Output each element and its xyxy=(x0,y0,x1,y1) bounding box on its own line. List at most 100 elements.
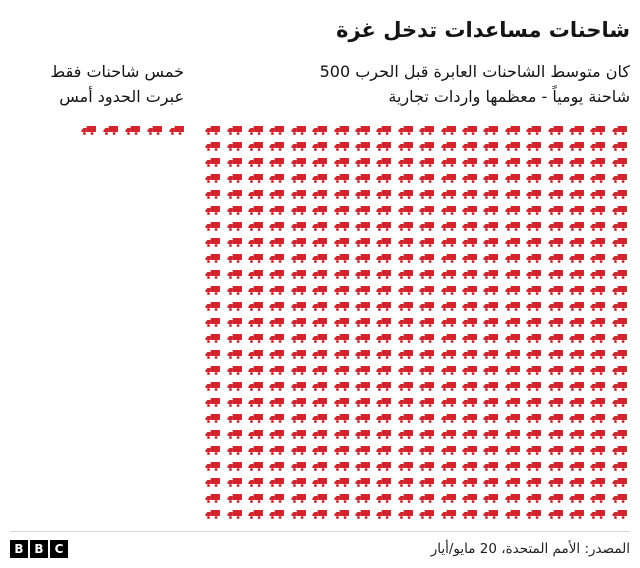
truck-icon xyxy=(548,477,563,488)
chart-columns: كان متوسط الشاحنات العابرة قبل الحرب 500… xyxy=(10,60,630,531)
truck-icon xyxy=(526,285,542,296)
truck-icon xyxy=(612,173,627,184)
truck-icon xyxy=(483,301,499,312)
truck-icon xyxy=(590,141,606,152)
truck-icon xyxy=(334,189,349,200)
truck-icon xyxy=(248,349,264,360)
truck-icon xyxy=(398,301,413,312)
truck-icon xyxy=(548,429,563,440)
truck-icon xyxy=(205,237,221,248)
truck-icon xyxy=(612,125,627,136)
truck-icon xyxy=(483,317,499,328)
truck-icon xyxy=(312,173,328,184)
truck-icon xyxy=(334,509,349,520)
truck-icon xyxy=(419,237,435,248)
truck-icon xyxy=(441,381,456,392)
truck-icon xyxy=(291,221,306,232)
truck-icon xyxy=(548,173,563,184)
truck-icon xyxy=(227,301,242,312)
truck-icon xyxy=(569,461,585,472)
truck-icon xyxy=(248,493,264,504)
truck-icon xyxy=(291,173,306,184)
truck-icon xyxy=(376,333,392,344)
truck-icon xyxy=(462,461,478,472)
truck-icon xyxy=(227,125,242,136)
truck-icon xyxy=(441,445,456,456)
truck-icon xyxy=(398,333,413,344)
truck-icon xyxy=(312,445,328,456)
truck-icon xyxy=(526,493,542,504)
truck-icon xyxy=(462,493,478,504)
truck-icon xyxy=(590,461,606,472)
truck-icon xyxy=(526,189,542,200)
truck-icon xyxy=(334,253,349,264)
truck-icon xyxy=(269,205,285,216)
truck-icon xyxy=(505,493,520,504)
before-war-column: كان متوسط الشاحنات العابرة قبل الحرب 500… xyxy=(202,60,630,520)
truck-icon xyxy=(441,205,456,216)
before-war-label: كان متوسط الشاحنات العابرة قبل الحرب 500… xyxy=(202,60,630,110)
truck-icon xyxy=(227,397,242,408)
truck-icon xyxy=(483,509,499,520)
truck-icon xyxy=(376,285,392,296)
truck-icon xyxy=(291,413,306,424)
truck-icon xyxy=(548,317,563,328)
truck-icon xyxy=(376,141,392,152)
truck-icon xyxy=(612,141,627,152)
truck-icon xyxy=(227,189,242,200)
truck-icon xyxy=(483,413,499,424)
truck-icon xyxy=(441,317,456,328)
truck-icon xyxy=(291,397,306,408)
truck-icon xyxy=(355,237,371,248)
truck-icon xyxy=(312,461,328,472)
truck-icon xyxy=(398,429,413,440)
truck-icon xyxy=(355,477,371,488)
truck-icon xyxy=(419,413,435,424)
truck-icon xyxy=(269,349,285,360)
truck-icon xyxy=(441,189,456,200)
truck-icon xyxy=(526,333,542,344)
truck-icon xyxy=(269,445,285,456)
truck-icon xyxy=(205,397,221,408)
truck-icon xyxy=(483,461,499,472)
truck-icon xyxy=(419,301,435,312)
truck-icon xyxy=(483,365,499,376)
truck-icon xyxy=(505,509,520,520)
truck-icon xyxy=(612,477,627,488)
truck-icon xyxy=(441,221,456,232)
truck-icon xyxy=(398,509,413,520)
truck-icon xyxy=(227,477,242,488)
truck-icon xyxy=(355,269,371,280)
truck-icon xyxy=(227,237,242,248)
truck-icon xyxy=(462,413,478,424)
truck-icon xyxy=(419,349,435,360)
truck-icon xyxy=(398,189,413,200)
truck-icon xyxy=(419,205,435,216)
truck-icon xyxy=(376,509,392,520)
truck-icon xyxy=(312,205,328,216)
truck-icon xyxy=(269,461,285,472)
truck-icon xyxy=(612,381,627,392)
truck-icon xyxy=(269,253,285,264)
truck-icon xyxy=(398,125,413,136)
truck-icon xyxy=(376,317,392,328)
truck-icon xyxy=(548,509,563,520)
truck-icon xyxy=(312,237,328,248)
truck-icon xyxy=(227,349,242,360)
truck-icon xyxy=(569,445,585,456)
truck-icon xyxy=(569,269,585,280)
truck-icon xyxy=(334,317,349,328)
yesterday-column: خمس شاحنات فقط عبرت الحدود أمس xyxy=(10,60,184,136)
truck-icon xyxy=(334,125,349,136)
truck-icon xyxy=(462,125,478,136)
truck-icon xyxy=(269,157,285,168)
truck-icon xyxy=(227,173,242,184)
truck-icon xyxy=(355,445,371,456)
truck-icon xyxy=(205,429,221,440)
truck-icon xyxy=(248,221,264,232)
truck-icon xyxy=(419,317,435,328)
truck-icon xyxy=(291,349,306,360)
truck-icon xyxy=(548,413,563,424)
truck-icon xyxy=(462,477,478,488)
